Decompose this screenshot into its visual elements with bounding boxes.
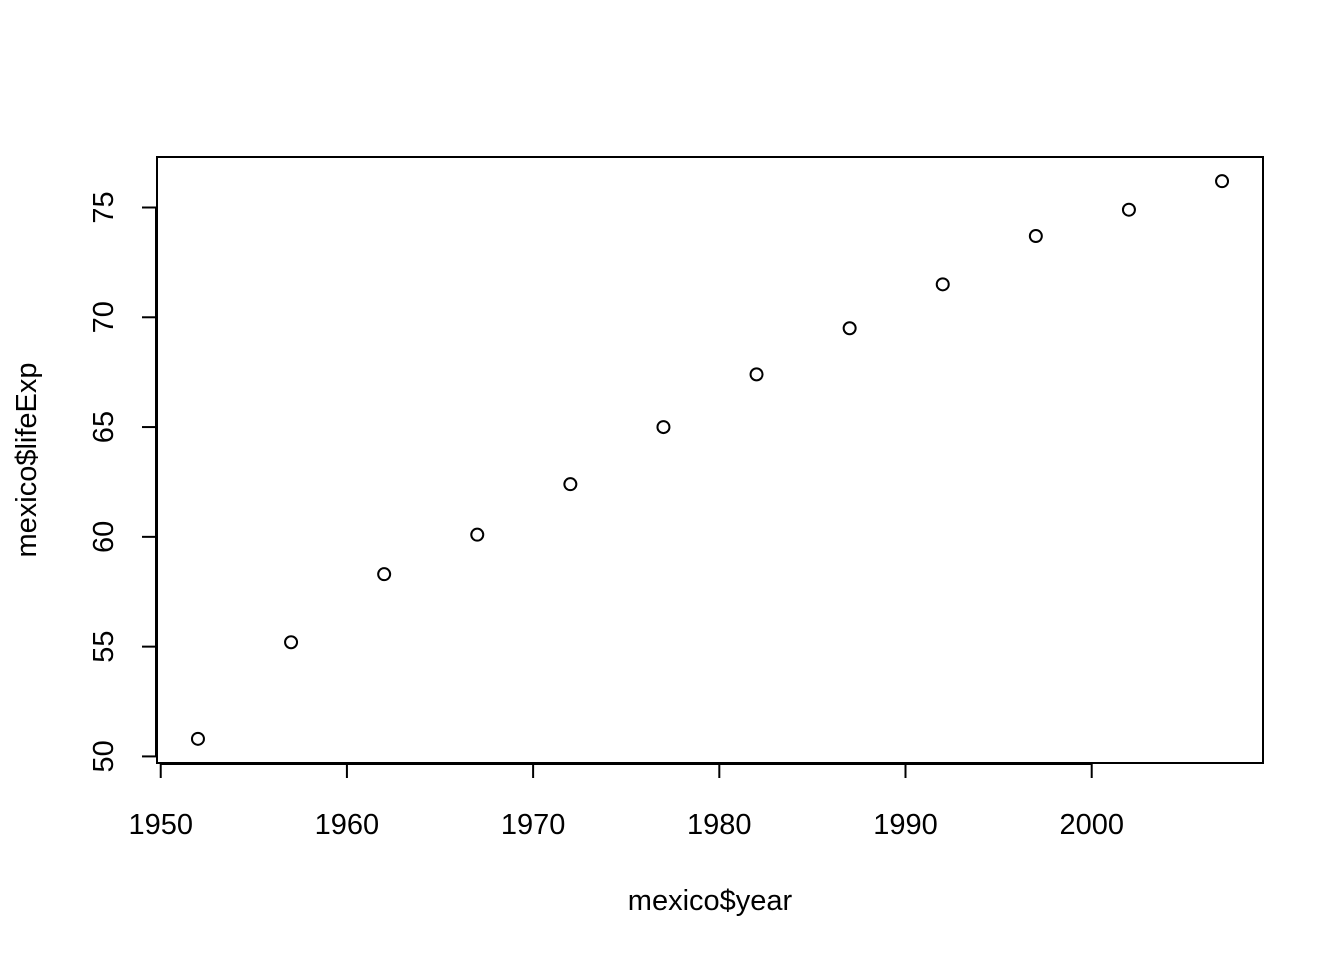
x-tick-label: 1950	[128, 809, 193, 841]
x-tick-label: 2000	[1059, 809, 1124, 841]
data-point	[377, 567, 392, 582]
plot-area	[156, 156, 1264, 764]
data-point	[1121, 202, 1136, 217]
y-tick-label: 75	[88, 191, 120, 223]
data-point	[1215, 174, 1230, 189]
x-tick-label: 1970	[501, 809, 566, 841]
data-point	[749, 367, 764, 382]
data-point	[935, 277, 950, 292]
data-point	[656, 420, 671, 435]
x-axis-title: mexico$year	[628, 885, 793, 917]
x-tick-label: 1980	[687, 809, 752, 841]
y-tick-label: 65	[88, 411, 120, 443]
plot-frame	[156, 156, 1264, 764]
y-axis-title: mexico$lifeExp	[11, 362, 43, 557]
data-point	[1028, 229, 1043, 244]
x-tick-label: 1990	[873, 809, 938, 841]
y-axis: 50 55 60 65 70 75	[88, 191, 157, 773]
y-tick-label: 70	[88, 301, 120, 333]
data-point	[284, 635, 299, 650]
data-point	[190, 731, 205, 746]
x-tick-label: 1960	[315, 809, 380, 841]
y-tick-label: 60	[88, 521, 120, 553]
data-points	[190, 174, 1230, 746]
data-point	[470, 527, 485, 542]
x-axis: 1950 1960 1970 1980 1990 2000	[128, 763, 1124, 841]
y-tick-label: 50	[88, 740, 120, 772]
data-point	[842, 321, 857, 336]
data-point	[563, 477, 578, 492]
y-tick-label: 55	[88, 630, 120, 662]
